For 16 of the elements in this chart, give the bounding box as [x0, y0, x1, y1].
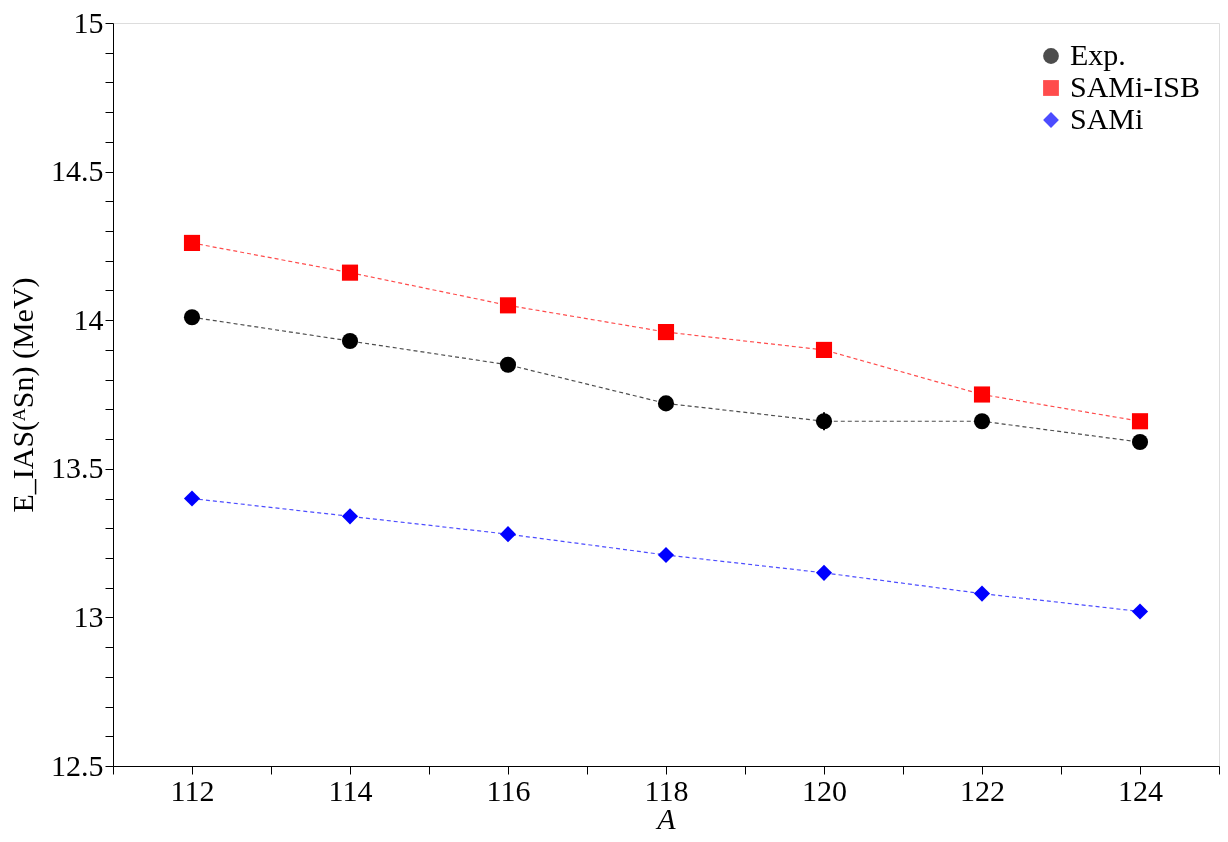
legend-label: SAMi: [1070, 102, 1144, 135]
y-axis-title: E_IAS(ᴬSn) (MeV): [6, 277, 40, 513]
legend-label: SAMi-ISB: [1070, 70, 1201, 103]
y-tick-label: 15: [73, 5, 104, 39]
y-tick-label: 13: [73, 599, 104, 633]
y-tick-label: 12.5: [51, 748, 104, 782]
y-tick-label: 14: [73, 302, 104, 336]
y-tick-label: 14.5: [51, 154, 104, 188]
y-tick-label: 13.5: [51, 451, 104, 485]
x-tick-label: 116: [486, 773, 531, 807]
x-tick-label: 114: [328, 773, 373, 807]
x-tick-label: 124: [1118, 773, 1163, 807]
legend-label: Exp.: [1070, 38, 1126, 71]
x-tick-label: 112: [170, 773, 215, 807]
x-tick-label: 122: [960, 773, 1005, 807]
x-tick-label: 120: [802, 773, 847, 807]
